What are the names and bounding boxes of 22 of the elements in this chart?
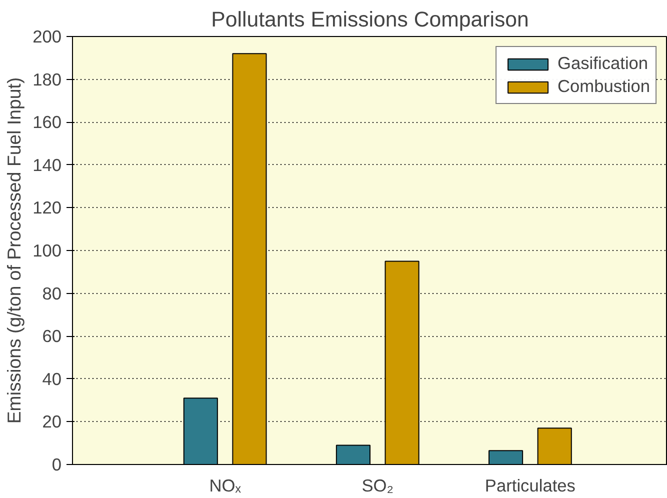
y-tick-label: 140 (32, 154, 62, 175)
legend-label: Combustion (558, 76, 650, 97)
y-tick-label: 120 (32, 198, 62, 218)
y-tick-label: 20 (42, 412, 62, 432)
y-tick-label: 200 (32, 26, 62, 46)
y-tick-label: 100 (32, 240, 62, 260)
y-tick-label: 0 (52, 454, 62, 474)
chart-title: Pollutants Emissions Comparison (211, 8, 529, 32)
x-tick-label: NOₓ (209, 476, 242, 496)
y-tick-label: 40 (42, 368, 62, 389)
y-tick-label: 180 (32, 69, 62, 90)
y-tick-label: 60 (42, 326, 62, 346)
x-tick-label: SO₂ (362, 476, 394, 496)
bar (537, 428, 572, 464)
bar (488, 450, 524, 464)
legend-label: Gasification (558, 53, 648, 74)
y-tick-label: 80 (42, 283, 62, 304)
bar (336, 444, 370, 464)
y-tick-label: 160 (32, 112, 62, 132)
bar (183, 398, 218, 464)
x-tick-label: Particulates (484, 476, 576, 496)
y-axis-title: Emissions (g/ton of Processed Fuel Input) (4, 77, 25, 424)
